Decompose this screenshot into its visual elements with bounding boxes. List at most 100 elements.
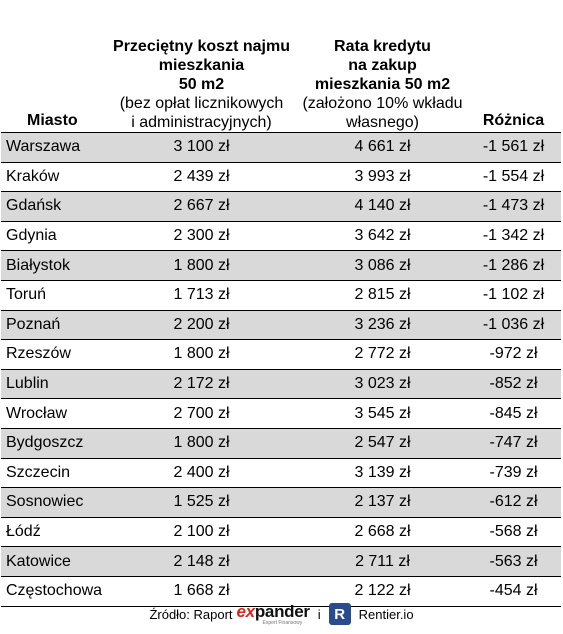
- header-rent-line: 50 m2: [178, 76, 225, 93]
- cell-rent: 2 172 zł: [104, 368, 299, 399]
- cell-rent: 2 300 zł: [104, 220, 299, 251]
- table-row: Sosnowiec 1 525 zł 2 137 zł -612 zł: [1, 487, 561, 518]
- expander-logo-word: expander: [236, 601, 311, 621]
- table-row: Poznań 2 200 zł 3 236 zł -1 036 zł: [1, 309, 561, 340]
- cell-city: Sosnowiec: [1, 487, 104, 518]
- rent-vs-loan-table: Miasto Przeciętny koszt najmu mieszkania…: [1, 0, 561, 607]
- cell-city: Częstochowa: [1, 575, 104, 607]
- cell-diff: -1 554 zł: [466, 161, 561, 192]
- table-row: Rzeszów 1 800 zł 2 772 zł -972 zł: [1, 339, 561, 370]
- cell-rent: 2 667 zł: [104, 191, 299, 222]
- cell-diff: -563 zł: [466, 546, 561, 577]
- cell-city: Kraków: [1, 161, 104, 192]
- comparison-table-wrap: Miasto Przeciętny koszt najmu mieszkania…: [1, 0, 561, 607]
- cell-diff: -454 zł: [466, 575, 561, 607]
- cell-city: Katowice: [1, 546, 104, 577]
- cell-diff: -747 zł: [466, 427, 561, 459]
- cell-loan: 2 772 zł: [299, 339, 466, 370]
- source-footer: Źródło: Raport expander Expert Finansowy…: [0, 602, 563, 626]
- table-row: Bydgoszcz 1 800 zł 2 547 zł -747 zł: [1, 427, 561, 459]
- cell-diff: -1 036 zł: [466, 309, 561, 340]
- table-row: Toruń 1 713 zł 2 815 zł -1 102 zł: [1, 279, 561, 311]
- cell-loan: 2 122 zł: [299, 575, 466, 607]
- cell-diff: -1 342 zł: [466, 220, 561, 251]
- cell-rent: 1 713 zł: [104, 279, 299, 311]
- cell-diff: -1 561 zł: [466, 132, 561, 163]
- cell-loan: 3 993 zł: [299, 161, 466, 192]
- cell-diff: -1 102 zł: [466, 279, 561, 311]
- cell-loan: 2 668 zł: [299, 516, 466, 547]
- cell-rent: 1 800 zł: [104, 339, 299, 370]
- header-loan-line: mieszkania 50 m2: [314, 76, 451, 93]
- table-row: Częstochowa 1 668 zł 2 122 zł -454 zł: [1, 575, 561, 607]
- table-body: Warszawa 3 100 zł 4 661 zł -1 561 zł Kraków…: [1, 132, 561, 607]
- header-loan: Rata kredytu na zakup mieszkania 50 m2 (…: [299, 0, 466, 133]
- table-row: Gdynia 2 300 zł 3 642 zł -1 342 zł: [1, 220, 561, 251]
- cell-diff: -612 zł: [466, 487, 561, 518]
- cell-rent: 2 148 zł: [104, 546, 299, 577]
- table-row: Lublin 2 172 zł 3 023 zł -852 zł: [1, 368, 561, 399]
- cell-rent: 1 800 zł: [104, 427, 299, 459]
- cell-loan: 2 547 zł: [299, 427, 466, 459]
- cell-diff: -1 473 zł: [466, 191, 561, 222]
- cell-rent: 1 668 zł: [104, 575, 299, 607]
- cell-loan: 3 642 zł: [299, 220, 466, 251]
- header-rent-line: Przeciętny koszt najmu: [113, 38, 290, 55]
- cell-rent: 1 525 zł: [104, 487, 299, 518]
- cell-rent: 2 400 zł: [104, 457, 299, 488]
- header-loan-line: na zakup: [348, 57, 417, 74]
- cell-loan: 2 815 zł: [299, 279, 466, 311]
- header-rent-note: i administracyjnych): [131, 114, 272, 131]
- header-loan-note: własnego): [346, 114, 419, 131]
- cell-loan: 2 137 zł: [299, 487, 466, 518]
- header-diff: Różnica: [482, 112, 545, 129]
- header-loan-line: Rata kredytu: [334, 38, 431, 55]
- cell-diff: -1 286 zł: [466, 250, 561, 281]
- cell-diff: -852 zł: [466, 368, 561, 399]
- cell-city: Toruń: [1, 279, 104, 311]
- expander-logo-prefix: ex: [236, 601, 256, 621]
- cell-city: Poznań: [1, 309, 104, 340]
- header-rent-line: mieszkania: [158, 57, 245, 74]
- cell-city: Szczecin: [1, 457, 104, 488]
- rentier-logo-icon: R: [328, 603, 351, 625]
- cell-loan: 3 139 zł: [299, 457, 466, 488]
- header-rent: Przeciętny koszt najmu mieszkania 50 m2 …: [104, 0, 299, 133]
- expander-logo-tagline: Expert Finansowy: [262, 619, 303, 626]
- cell-rent: 1 800 zł: [104, 250, 299, 281]
- cell-diff: -739 zł: [466, 457, 561, 488]
- cell-rent: 2 200 zł: [104, 309, 299, 340]
- cell-diff: -845 zł: [466, 398, 561, 429]
- table-row: Katowice 2 148 zł 2 711 zł -563 zł: [1, 546, 561, 577]
- cell-loan: 3 023 zł: [299, 368, 466, 399]
- table-row: Kraków 2 439 zł 3 993 zł -1 554 zł: [1, 161, 561, 192]
- rentier-name: Rentier.io: [358, 606, 414, 622]
- cell-loan: 3 236 zł: [299, 309, 466, 340]
- cell-loan: 4 140 zł: [299, 191, 466, 222]
- table-row: Białystok 1 800 zł 3 086 zł -1 286 zł: [1, 250, 561, 281]
- header-loan-note: (założono 10% wkładu: [302, 95, 463, 112]
- cell-loan: 2 711 zł: [299, 546, 466, 577]
- cell-rent: 2 100 zł: [104, 516, 299, 547]
- table-header-row: Miasto Przeciętny koszt najmu mieszkania…: [1, 0, 561, 133]
- expander-logo: expander Expert Finansowy: [236, 601, 311, 626]
- table-row: Wrocław 2 700 zł 3 545 zł -845 zł: [1, 398, 561, 429]
- cell-city: Łódź: [1, 516, 104, 547]
- cell-rent: 2 700 zł: [104, 398, 299, 429]
- cell-city: Gdynia: [1, 220, 104, 251]
- cell-loan: 4 661 zł: [299, 132, 466, 163]
- cell-diff: -568 zł: [466, 516, 561, 547]
- cell-city: Wrocław: [1, 398, 104, 429]
- cell-diff: -972 zł: [466, 339, 561, 370]
- cell-city: Gdańsk: [1, 191, 104, 222]
- cell-city: Lublin: [1, 368, 104, 399]
- expander-logo-rest: pander: [254, 601, 310, 621]
- source-label: Źródło: Raport: [149, 606, 233, 622]
- cell-city: Białystok: [1, 250, 104, 281]
- source-separator: i: [317, 606, 321, 622]
- cell-city: Warszawa: [1, 132, 104, 163]
- table-row: Gdańsk 2 667 zł 4 140 zł -1 473 zł: [1, 191, 561, 222]
- table-row: Warszawa 3 100 zł 4 661 zł -1 561 zł: [1, 132, 561, 163]
- table-row: Szczecin 2 400 zł 3 139 zł -739 zł: [1, 457, 561, 488]
- cell-loan: 3 086 zł: [299, 250, 466, 281]
